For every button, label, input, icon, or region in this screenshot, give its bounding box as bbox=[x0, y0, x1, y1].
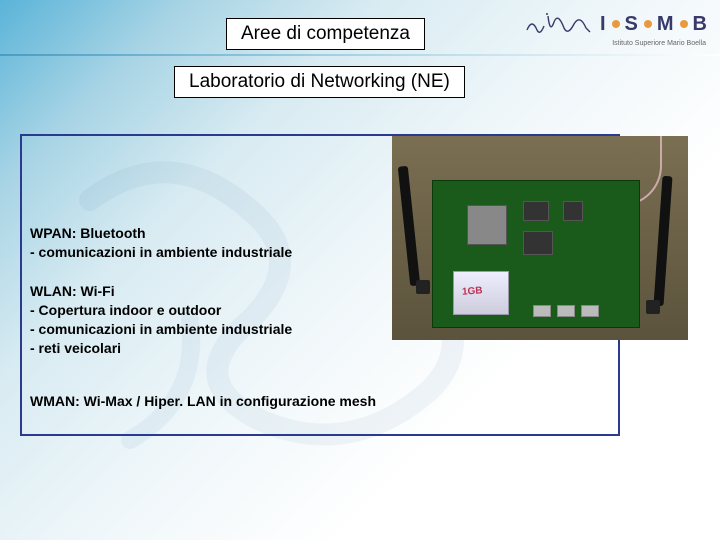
wlan-line: - Copertura indoor e outdoor bbox=[30, 301, 292, 320]
wpan-block: WPAN: Bluetooth - comunicazioni in ambie… bbox=[30, 224, 292, 262]
logo-letter: I bbox=[600, 13, 607, 36]
logo-letter: M bbox=[657, 13, 675, 36]
wlan-line: - reti veicolari bbox=[30, 339, 292, 358]
chip-icon bbox=[523, 231, 553, 255]
wlan-block: WLAN: Wi-Fi - Copertura indoor e outdoor… bbox=[30, 282, 292, 358]
wpan-heading: WPAN: Bluetooth bbox=[30, 224, 292, 243]
slide-title: Aree di competenza bbox=[226, 18, 425, 50]
memory-card: 1GB bbox=[453, 271, 509, 315]
wman-block: WMAN: Wi-Max / Hiper. LAN in configurazi… bbox=[30, 392, 376, 411]
slide-subtitle: Laboratorio di Networking (NE) bbox=[174, 66, 465, 98]
logo-dot-icon bbox=[644, 20, 652, 28]
logo-dot-icon bbox=[680, 20, 688, 28]
chip-icon bbox=[467, 205, 507, 245]
usb-port-icon bbox=[581, 305, 599, 317]
logo-letter: S bbox=[625, 13, 639, 36]
header-divider bbox=[0, 54, 720, 56]
wlan-heading: WLAN: Wi-Fi bbox=[30, 282, 292, 301]
chip-icon bbox=[563, 201, 583, 221]
board-photo: 1GB bbox=[392, 136, 688, 340]
wman-heading: WMAN: Wi-Max / Hiper. LAN in configurazi… bbox=[30, 392, 376, 411]
chip-icon bbox=[523, 201, 549, 221]
logo-dot-icon bbox=[612, 20, 620, 28]
antenna-joint-icon bbox=[416, 280, 430, 294]
usb-port-icon bbox=[557, 305, 575, 317]
logo-letter: B bbox=[693, 13, 708, 36]
usb-port-icon bbox=[533, 305, 551, 317]
pcb-board: 1GB bbox=[432, 180, 640, 328]
card-label: 1GB bbox=[462, 285, 483, 297]
wlan-line: - comunicazioni in ambiente industriale bbox=[30, 320, 292, 339]
logo-letters: I S M B bbox=[600, 13, 708, 36]
antenna-joint-icon bbox=[646, 300, 660, 314]
logo-subtitle: Istituto Superiore Mario Boella bbox=[612, 40, 706, 47]
signature-icon bbox=[524, 8, 594, 40]
wpan-line: - comunicazioni in ambiente industriale bbox=[30, 243, 292, 262]
logo: I S M B bbox=[524, 8, 708, 40]
